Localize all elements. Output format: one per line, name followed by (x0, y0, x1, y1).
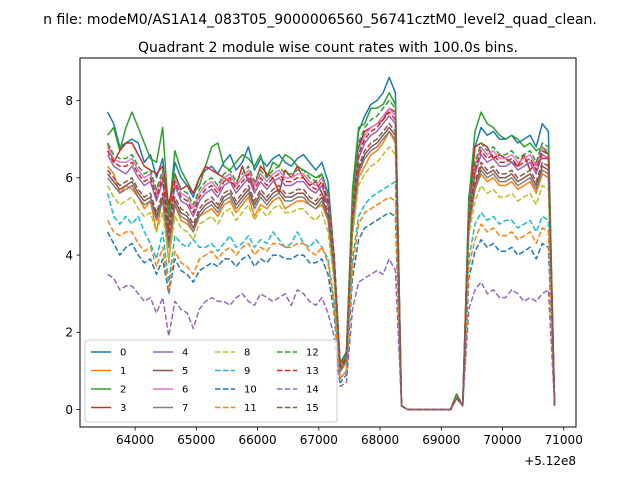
y-tick-label: 0 (65, 403, 73, 417)
x-tick-label: 69000 (422, 433, 460, 447)
x-tick-label: 70000 (483, 433, 521, 447)
series-line-7 (107, 130, 556, 411)
series-line-14 (107, 258, 556, 411)
figure-suptitle: n file: modeM0/AS1A14_083T05_9000006560_… (43, 12, 597, 28)
legend-label-5: 5 (182, 366, 188, 377)
legend-label-10: 10 (244, 385, 257, 396)
series-line-15 (107, 122, 556, 411)
plot-frame (79, 57, 577, 428)
y-axis: 0 2 4 6 8 (65, 94, 80, 417)
legend-label-13: 13 (306, 366, 319, 377)
x-tick-label: 68000 (361, 433, 399, 447)
legend-label-12: 12 (306, 348, 319, 359)
legend-box (84, 339, 338, 423)
series-layer (106, 76, 556, 411)
x-tick-label: 66000 (238, 433, 276, 447)
legend-label-2: 2 (120, 385, 126, 396)
y-tick-label: 8 (65, 94, 73, 108)
series-line-8 (106, 146, 556, 411)
x-tick-label: 64000 (116, 433, 154, 447)
legend-label-9: 9 (244, 366, 250, 377)
y-tick-label: 6 (65, 171, 73, 185)
legend-label-8: 8 (244, 348, 250, 359)
x-axis: 64000 65000 66000 67000 68000 69000 70000 71000 (116, 427, 583, 447)
legend-label-4: 4 (182, 348, 188, 359)
legend-label-14: 14 (306, 385, 319, 396)
x-tick-label: 71000 (545, 433, 583, 447)
series-line-10 (106, 211, 556, 411)
legend-label-1: 1 (120, 366, 126, 377)
x-tick-label: 67000 (300, 433, 338, 447)
legend-label-15: 15 (306, 403, 319, 414)
legend-label-11: 11 (244, 403, 257, 414)
legend-label-3: 3 (120, 403, 126, 414)
series-line-11 (106, 196, 556, 411)
y-tick-label: 2 (65, 326, 73, 340)
x-offset-label: +5.12e8 (524, 454, 576, 468)
legend-label-6: 6 (182, 385, 188, 396)
legend-label-0: 0 (120, 348, 126, 359)
chart-title: Quadrant 2 module wise count rates with … (138, 40, 518, 56)
x-tick-label: 65000 (177, 433, 215, 447)
y-tick-label: 4 (65, 248, 73, 262)
series-line-13 (106, 111, 556, 411)
legend-label-7: 7 (182, 403, 188, 414)
